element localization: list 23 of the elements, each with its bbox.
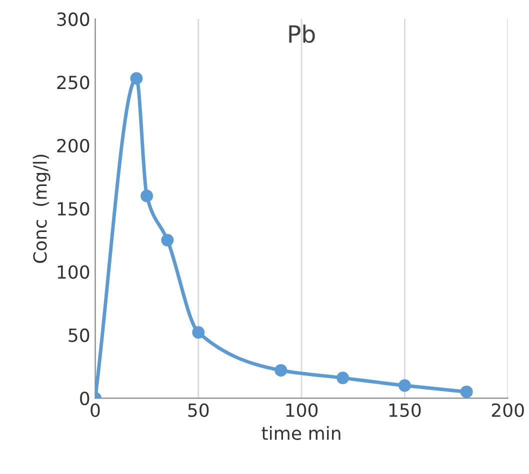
point [161,234,174,246]
point [130,72,143,85]
y-tick-label: 50 [68,328,90,342]
point [274,364,288,377]
x-tick-label: 200 [492,403,524,417]
y-tick-label: 250 [57,76,90,90]
x-tick-label: 150 [389,403,421,417]
y-tick-label: 0 [80,392,90,406]
x-tick-label: 50 [188,403,209,417]
y-tick-label: 300 [57,12,90,26]
point [460,386,473,398]
point [140,190,154,202]
point [192,326,205,339]
point [398,379,411,392]
x-tick-label: 0 [90,403,100,417]
point [336,372,350,384]
x-tick-label: 100 [286,403,318,417]
y-tick-label: 150 [58,202,90,216]
x-axis-title: time min [262,426,340,440]
y-tick-label: 200 [57,138,90,152]
chart-title: Pb [289,24,315,43]
y-axis-title: Conc (mg/l) [32,154,50,263]
y-tick-label: 100 [58,265,90,279]
